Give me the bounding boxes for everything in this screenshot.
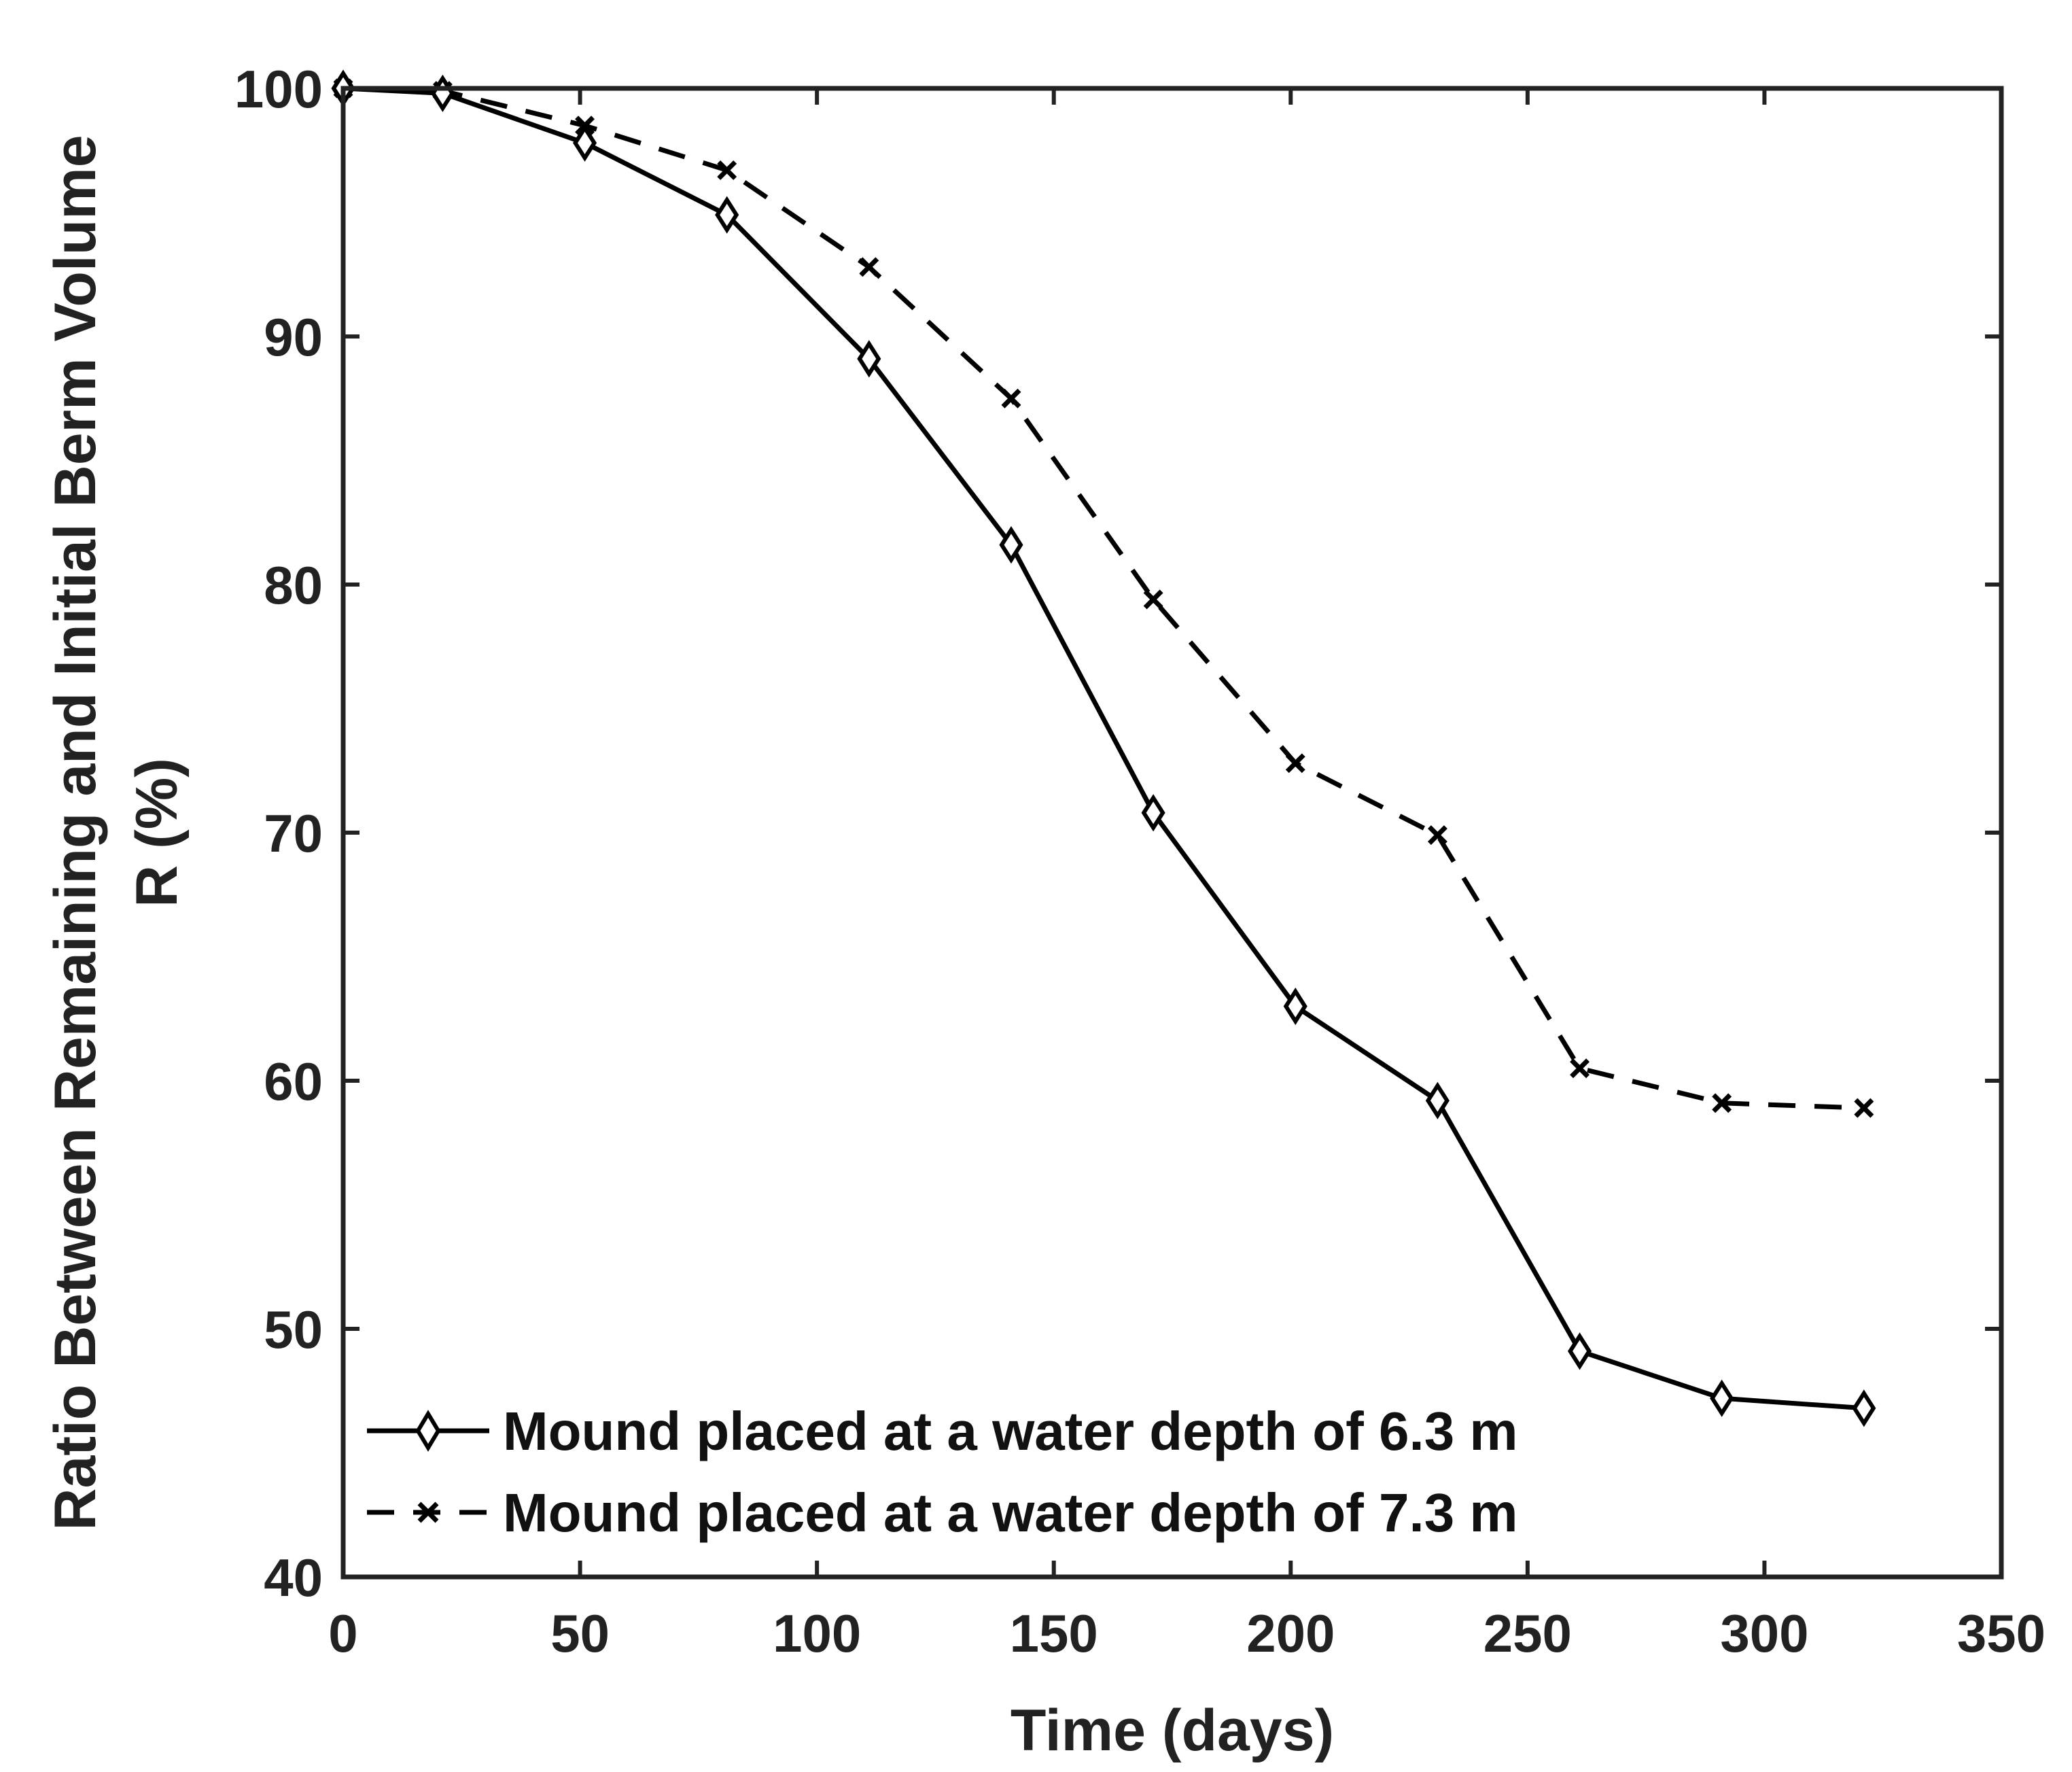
series-1-point — [1710, 1379, 1734, 1417]
legend-label-series-2: Mound placed at a water depth of 7.3 m — [503, 1482, 1518, 1543]
x-tick-label: 150 — [1010, 1603, 1098, 1663]
ticks-layer: 0 50 100 150 200 250 300 350 40 50 60 70 80 90 100 — [234, 59, 2045, 1663]
series-2-point — [1001, 388, 1021, 409]
series-2-point — [1285, 753, 1305, 774]
series-2-point — [859, 257, 879, 277]
series-1-point — [999, 526, 1023, 564]
y-tick-label: 90 — [264, 307, 323, 367]
series-2-point — [1854, 1098, 1874, 1118]
series-1-point — [1425, 1081, 1450, 1119]
series-2-point — [1570, 1058, 1590, 1079]
series-1-point — [1852, 1389, 1876, 1427]
x-tick-label: 100 — [773, 1603, 861, 1663]
y-axis-title-line-1: Ratio Between Remaining and Initial Berm… — [43, 135, 108, 1530]
y-tick-label: 100 — [234, 59, 323, 119]
legend-marker-series-2 — [417, 1501, 439, 1523]
series-2-point — [1427, 825, 1447, 846]
series-1-point — [715, 196, 739, 234]
y-tick-label: 70 — [264, 803, 323, 863]
x-tick-label: 250 — [1483, 1603, 1572, 1663]
legend-marker-series-1 — [415, 1410, 441, 1452]
series-line-1 — [343, 86, 1865, 1411]
x-tick-label: 300 — [1720, 1603, 1808, 1663]
y-axis-title-line-2: R (%) — [124, 758, 190, 907]
x-tick-label: 200 — [1246, 1603, 1335, 1663]
x-tick-label: 50 — [550, 1603, 610, 1663]
series-1-point — [1567, 1332, 1592, 1370]
series-line-2 — [343, 86, 1864, 1111]
y-tick-label: 50 — [264, 1300, 323, 1359]
y-tick-label: 80 — [264, 555, 323, 615]
x-axis-title: Time (days) — [1011, 1698, 1334, 1763]
legend: Mound placed at a water depth of 6.3 m M… — [367, 1401, 1518, 1543]
series-2-point — [1143, 589, 1163, 610]
series-1-point — [572, 124, 597, 162]
series-1-point — [857, 340, 881, 378]
series-layer — [331, 69, 1876, 1427]
y-tick-label: 40 — [264, 1548, 323, 1608]
series-2-point — [717, 160, 737, 180]
x-tick-label: 0 — [328, 1603, 357, 1663]
legend-label-series-1: Mound placed at a water depth of 6.3 m — [503, 1401, 1518, 1461]
x-tick-label: 350 — [1957, 1603, 2045, 1663]
series-2-point — [1712, 1093, 1732, 1113]
y-tick-label: 60 — [264, 1052, 323, 1111]
series-1-point — [1283, 987, 1307, 1026]
series-1-point — [1141, 794, 1165, 832]
